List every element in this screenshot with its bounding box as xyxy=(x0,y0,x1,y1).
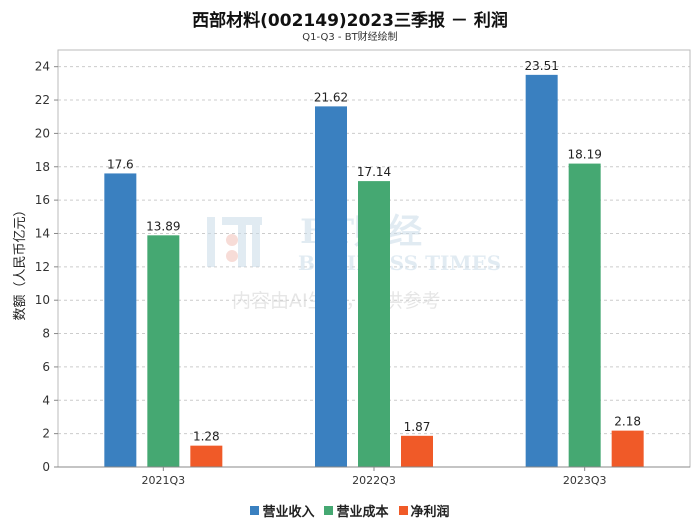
y-tick-label: 22 xyxy=(35,93,50,107)
bar xyxy=(568,163,601,467)
bar xyxy=(315,106,347,467)
data-label: 17.14 xyxy=(357,165,391,179)
y-tick-label: 4 xyxy=(42,393,50,407)
watermark-logo-dot xyxy=(226,250,238,262)
y-tick-label: 16 xyxy=(35,193,50,207)
data-label: 13.89 xyxy=(146,219,180,233)
y-tick-label: 12 xyxy=(35,260,50,274)
legend-swatch xyxy=(250,506,260,515)
y-tick-label: 10 xyxy=(35,293,50,307)
y-tick-label: 20 xyxy=(35,126,50,140)
bars: 17.6 13.89 1.28 21.62 17.14 1.87 23.51 18.19 2.1… xyxy=(104,59,644,467)
legend-label: 营业成本 xyxy=(336,505,389,520)
legend: 营业收入 营业成本 净利润 xyxy=(0,501,700,520)
legend-label: 净利润 xyxy=(410,505,450,520)
y-tick-label: 6 xyxy=(42,360,50,374)
x-tick-label: 2023Q3 xyxy=(563,474,607,487)
watermark: BT财经 BUSINESS TIMES 内容由AI生成，仅供参考 xyxy=(207,212,501,312)
bar xyxy=(525,74,558,467)
data-label: 2.18 xyxy=(614,415,641,429)
bar xyxy=(190,445,223,467)
bar xyxy=(401,435,433,467)
bar xyxy=(147,235,180,467)
y-tick-label: 24 xyxy=(35,60,50,74)
data-label: 18.19 xyxy=(567,148,601,162)
watermark-logo-bar xyxy=(238,225,246,267)
data-label: 1.87 xyxy=(404,420,431,434)
y-tick-label: 8 xyxy=(42,327,50,341)
y-axis-label: 数额（人民币亿元） xyxy=(13,203,28,320)
data-label: 17.6 xyxy=(107,157,134,171)
legend-item: 营业成本 xyxy=(324,501,389,520)
data-label: 21.62 xyxy=(314,90,348,104)
bar xyxy=(358,181,390,467)
chart-title: 西部材料(002149)2023三季报 － 利润 xyxy=(192,11,508,31)
bar xyxy=(611,430,644,467)
x-tick-label: 2021Q3 xyxy=(142,474,186,487)
y-tick-label: 14 xyxy=(35,226,50,240)
data-label: 23.51 xyxy=(524,59,558,73)
legend-item: 营业收入 xyxy=(250,501,314,520)
y-tick-label: 0 xyxy=(42,460,50,474)
watermark-logo-dot xyxy=(226,234,238,246)
legend-item: 净利润 xyxy=(398,501,450,520)
chart-subtitle: Q1-Q3 - BT财经绘制 xyxy=(302,32,398,43)
data-label: 1.28 xyxy=(193,430,220,444)
legend-swatch xyxy=(324,506,334,515)
y-tick-label: 18 xyxy=(35,160,50,174)
watermark-logo-bar xyxy=(252,225,260,267)
legend-label: 营业收入 xyxy=(262,505,315,520)
watermark-logo-bar xyxy=(207,217,215,267)
x-tick-label: 2022Q3 xyxy=(352,474,396,487)
legend-swatch xyxy=(398,506,408,515)
bar xyxy=(104,173,137,467)
y-tick-label: 2 xyxy=(42,427,50,441)
watermark-logo-bar xyxy=(222,217,262,225)
